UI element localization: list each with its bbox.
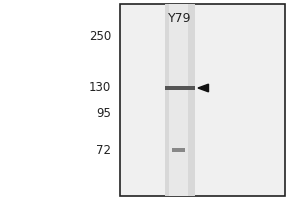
Text: 250: 250 — [89, 29, 111, 43]
Bar — [120, 4, 285, 196]
Bar — [165, 4, 195, 196]
Bar — [172, 148, 185, 152]
Text: 95: 95 — [96, 107, 111, 120]
Text: Y79: Y79 — [168, 12, 192, 25]
Text: 72: 72 — [96, 144, 111, 156]
Text: 130: 130 — [89, 81, 111, 94]
Polygon shape — [198, 84, 208, 92]
Bar — [169, 4, 188, 196]
Bar — [165, 86, 195, 90]
